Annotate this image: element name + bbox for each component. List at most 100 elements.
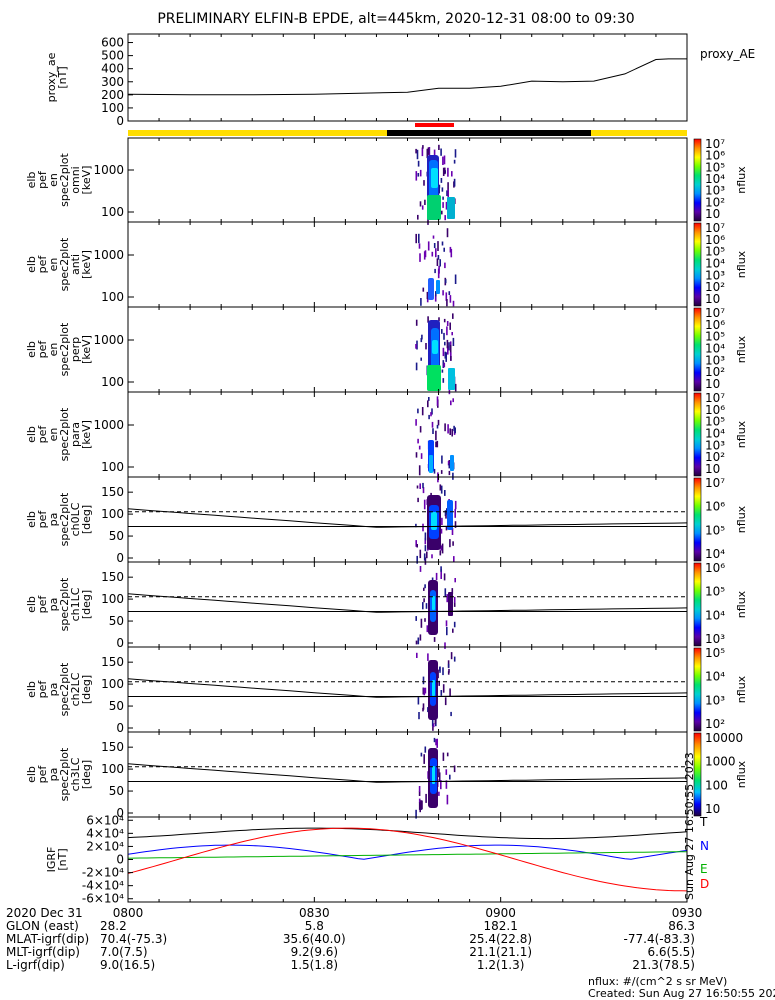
ylabel-4-3: spec2plot xyxy=(58,407,71,461)
panel-igrf-frame xyxy=(127,816,688,903)
ytick-label-8-3: 150 xyxy=(101,740,124,754)
spec-dot xyxy=(443,318,446,323)
spec-dot xyxy=(442,360,445,368)
spec-dot xyxy=(453,425,455,432)
ytick-label-5-3: 150 xyxy=(101,485,124,499)
spec-dot xyxy=(435,739,437,746)
spec-dot xyxy=(420,453,423,459)
ylabel-7-2: pa xyxy=(47,683,60,697)
spec-dot xyxy=(454,521,457,528)
spec-dot xyxy=(431,421,434,428)
spec-dot xyxy=(448,668,450,673)
spec-dot xyxy=(415,319,418,326)
spec-dot xyxy=(447,424,449,434)
xaxis-row-3-value-1: 9.2(9.6) xyxy=(291,945,339,959)
panel-spec-4-frame xyxy=(127,391,688,478)
spec-dot xyxy=(440,178,443,183)
spec-dot xyxy=(433,737,436,743)
ylabel-8-5: [deg] xyxy=(80,760,93,789)
ylabel-7-5: [deg] xyxy=(80,675,93,704)
igrf-label-E: E xyxy=(700,862,708,876)
spec-dot xyxy=(424,537,427,545)
spec-blob-1 xyxy=(436,280,440,294)
spec-dot xyxy=(418,786,421,792)
spec-dot xyxy=(419,483,421,489)
xaxis-row-label-3: MLT-igrf(dip) xyxy=(6,945,80,959)
colorbar-tick-1-6: 10⁷ xyxy=(705,137,725,151)
colorbar-tick-5-3: 10⁷ xyxy=(705,476,725,490)
spec-dot xyxy=(418,791,421,796)
spec-dot xyxy=(427,316,429,323)
ylabel-9-0: IGRF xyxy=(45,847,58,873)
spec-dot xyxy=(449,688,451,697)
spec-dot xyxy=(419,549,422,559)
spec-blob-2 xyxy=(432,596,435,610)
footer-units: nflux: #/(cm^2 s sr MeV) xyxy=(588,975,727,988)
spec-dot xyxy=(422,687,425,695)
colorbar-label-2: nflux xyxy=(735,250,748,278)
xaxis-row-label-2: MLAT-igrf(dip) xyxy=(6,932,89,946)
colorbar-tick-2-2: 10³ xyxy=(705,268,725,282)
ylabel-7-0: elb xyxy=(25,681,38,698)
spec-dot xyxy=(415,523,417,528)
spec-dot xyxy=(443,155,446,165)
spec-dot xyxy=(432,726,434,731)
colorbar-tick-4-6: 10⁷ xyxy=(705,391,725,405)
spec-dot xyxy=(418,798,421,803)
colorbar-tick-2-5: 10⁶ xyxy=(705,233,725,247)
spec-dot xyxy=(419,566,422,572)
science-zone-bar xyxy=(415,123,454,127)
spec-dot xyxy=(422,703,425,710)
igrf-side-note: Sun Aug 27 16:50:55 2023 xyxy=(683,752,696,900)
ylabel-1-2: en xyxy=(47,173,60,187)
spec-dot xyxy=(441,455,443,464)
spec-dot xyxy=(454,427,456,434)
igrf-label-T: T xyxy=(699,815,708,829)
colorbar-tick-8-1: 100 xyxy=(705,778,728,792)
spec-dot xyxy=(444,167,446,175)
spec-blob-2 xyxy=(427,195,441,220)
spectrogram-layer xyxy=(415,144,457,819)
ylabel-0-1: [nT] xyxy=(56,66,69,88)
colorbar-tick-5-0: 10⁴ xyxy=(705,547,725,561)
spec-dot xyxy=(447,167,449,177)
spec-dot xyxy=(416,149,419,160)
spec-dot xyxy=(426,551,428,559)
proxy-ae-legend: proxy_AE xyxy=(700,47,755,61)
spec-dot xyxy=(428,414,430,420)
spec-dot xyxy=(417,214,419,220)
spec-dot xyxy=(424,584,426,589)
spec-dot xyxy=(415,540,417,547)
spec-dot xyxy=(454,274,457,284)
ytick-label-9-5: 4×10⁴ xyxy=(86,826,124,840)
spec-dot xyxy=(438,791,440,796)
spec-dot xyxy=(450,356,452,361)
spec-dot xyxy=(444,588,447,597)
ylabel-8-0: elb xyxy=(25,766,38,783)
colorbar-tick-6-0: 10³ xyxy=(705,632,725,646)
ylabel-5-1: pef xyxy=(36,510,49,529)
spec-dot xyxy=(418,233,420,244)
ytick-label-9-1: -4×10⁴ xyxy=(82,879,124,893)
ytick-label-0-0: 0 xyxy=(116,114,124,128)
spec-dot xyxy=(444,510,447,517)
spec-blob-3 xyxy=(431,168,438,188)
ytick-label-6-1: 50 xyxy=(109,614,124,628)
spec-dot xyxy=(415,148,417,154)
spec-dot xyxy=(448,386,451,395)
ylabel-8-4: ch3LC xyxy=(69,757,82,791)
spec-dot xyxy=(442,378,445,383)
colorbar-tick-8-3: 10000 xyxy=(705,731,743,745)
ytick-label-1-0: 100 xyxy=(101,205,124,219)
ytick-label-7-1: 50 xyxy=(109,699,124,713)
spec-dot xyxy=(446,299,448,307)
spec-dot xyxy=(421,407,424,416)
ylabel-7-4: ch2LC xyxy=(69,672,82,706)
ytick-label-1-1: 1000 xyxy=(93,163,124,177)
ytick-label-0-1: 100 xyxy=(101,101,124,115)
ylabel-8-2: pa xyxy=(47,768,60,782)
ytick-label-2-1: 1000 xyxy=(93,248,124,262)
ytick-label-5-1: 50 xyxy=(109,529,124,543)
spec-dot xyxy=(426,296,429,303)
spec-dot xyxy=(423,553,426,561)
